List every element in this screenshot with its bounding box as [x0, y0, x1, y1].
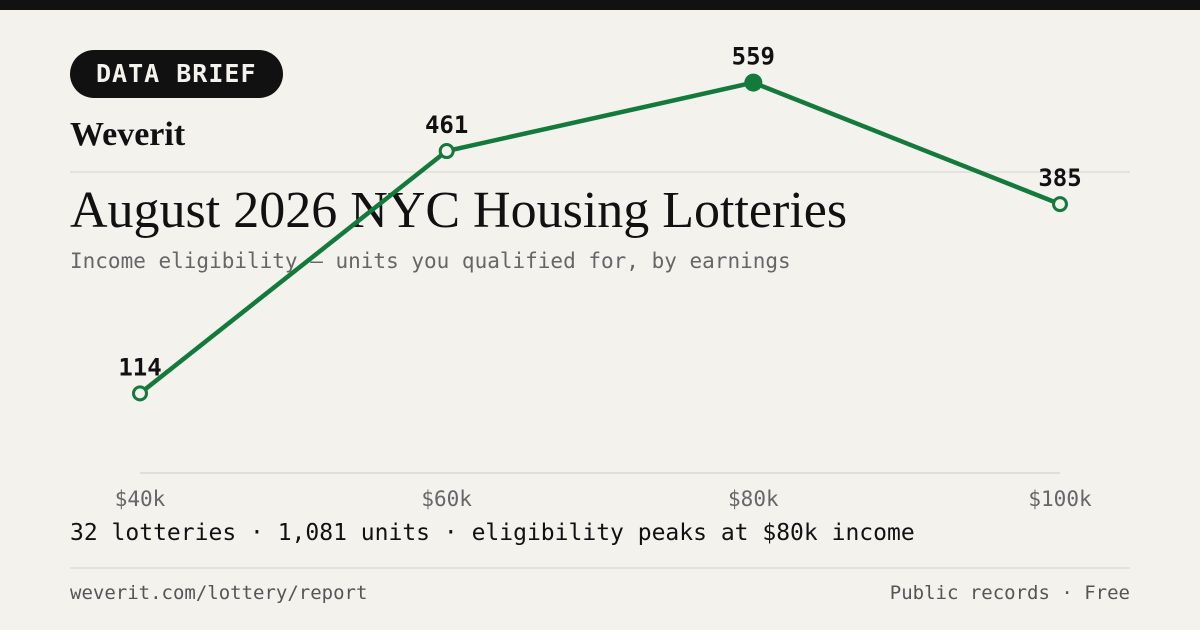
- x-tick-label: $80k: [728, 487, 779, 511]
- x-tick-label: $60k: [421, 487, 472, 511]
- page-title: August 2026 NYC Housing Lotteries: [70, 182, 848, 239]
- x-tick-label: $40k: [115, 487, 166, 511]
- top-bar: [0, 0, 1200, 10]
- brand-name: Weverit: [70, 116, 186, 153]
- data-label: 385: [1038, 164, 1081, 192]
- footer-url: weverit.com/lottery/report: [70, 582, 368, 604]
- data-label: 461: [425, 111, 468, 139]
- data-point-highlight: [744, 73, 763, 92]
- page-subtitle: Income eligibility — units you qualified…: [70, 249, 791, 273]
- footer-divider: [70, 567, 1130, 569]
- data-point: [438, 143, 455, 160]
- data-point: [1052, 196, 1068, 213]
- summary-text: 32 lotteries · 1,081 units · eligibility…: [70, 520, 915, 546]
- header-divider: [70, 171, 1130, 173]
- data-label: 559: [732, 43, 775, 71]
- footer-meta: Public records · Free: [889, 582, 1130, 604]
- series-line: [137, 80, 1063, 396]
- data-brief-badge: DATA BRIEF: [70, 50, 283, 98]
- data-point: [132, 385, 148, 402]
- x-tick-label: $100k: [1028, 487, 1092, 511]
- data-label: 114: [118, 353, 161, 381]
